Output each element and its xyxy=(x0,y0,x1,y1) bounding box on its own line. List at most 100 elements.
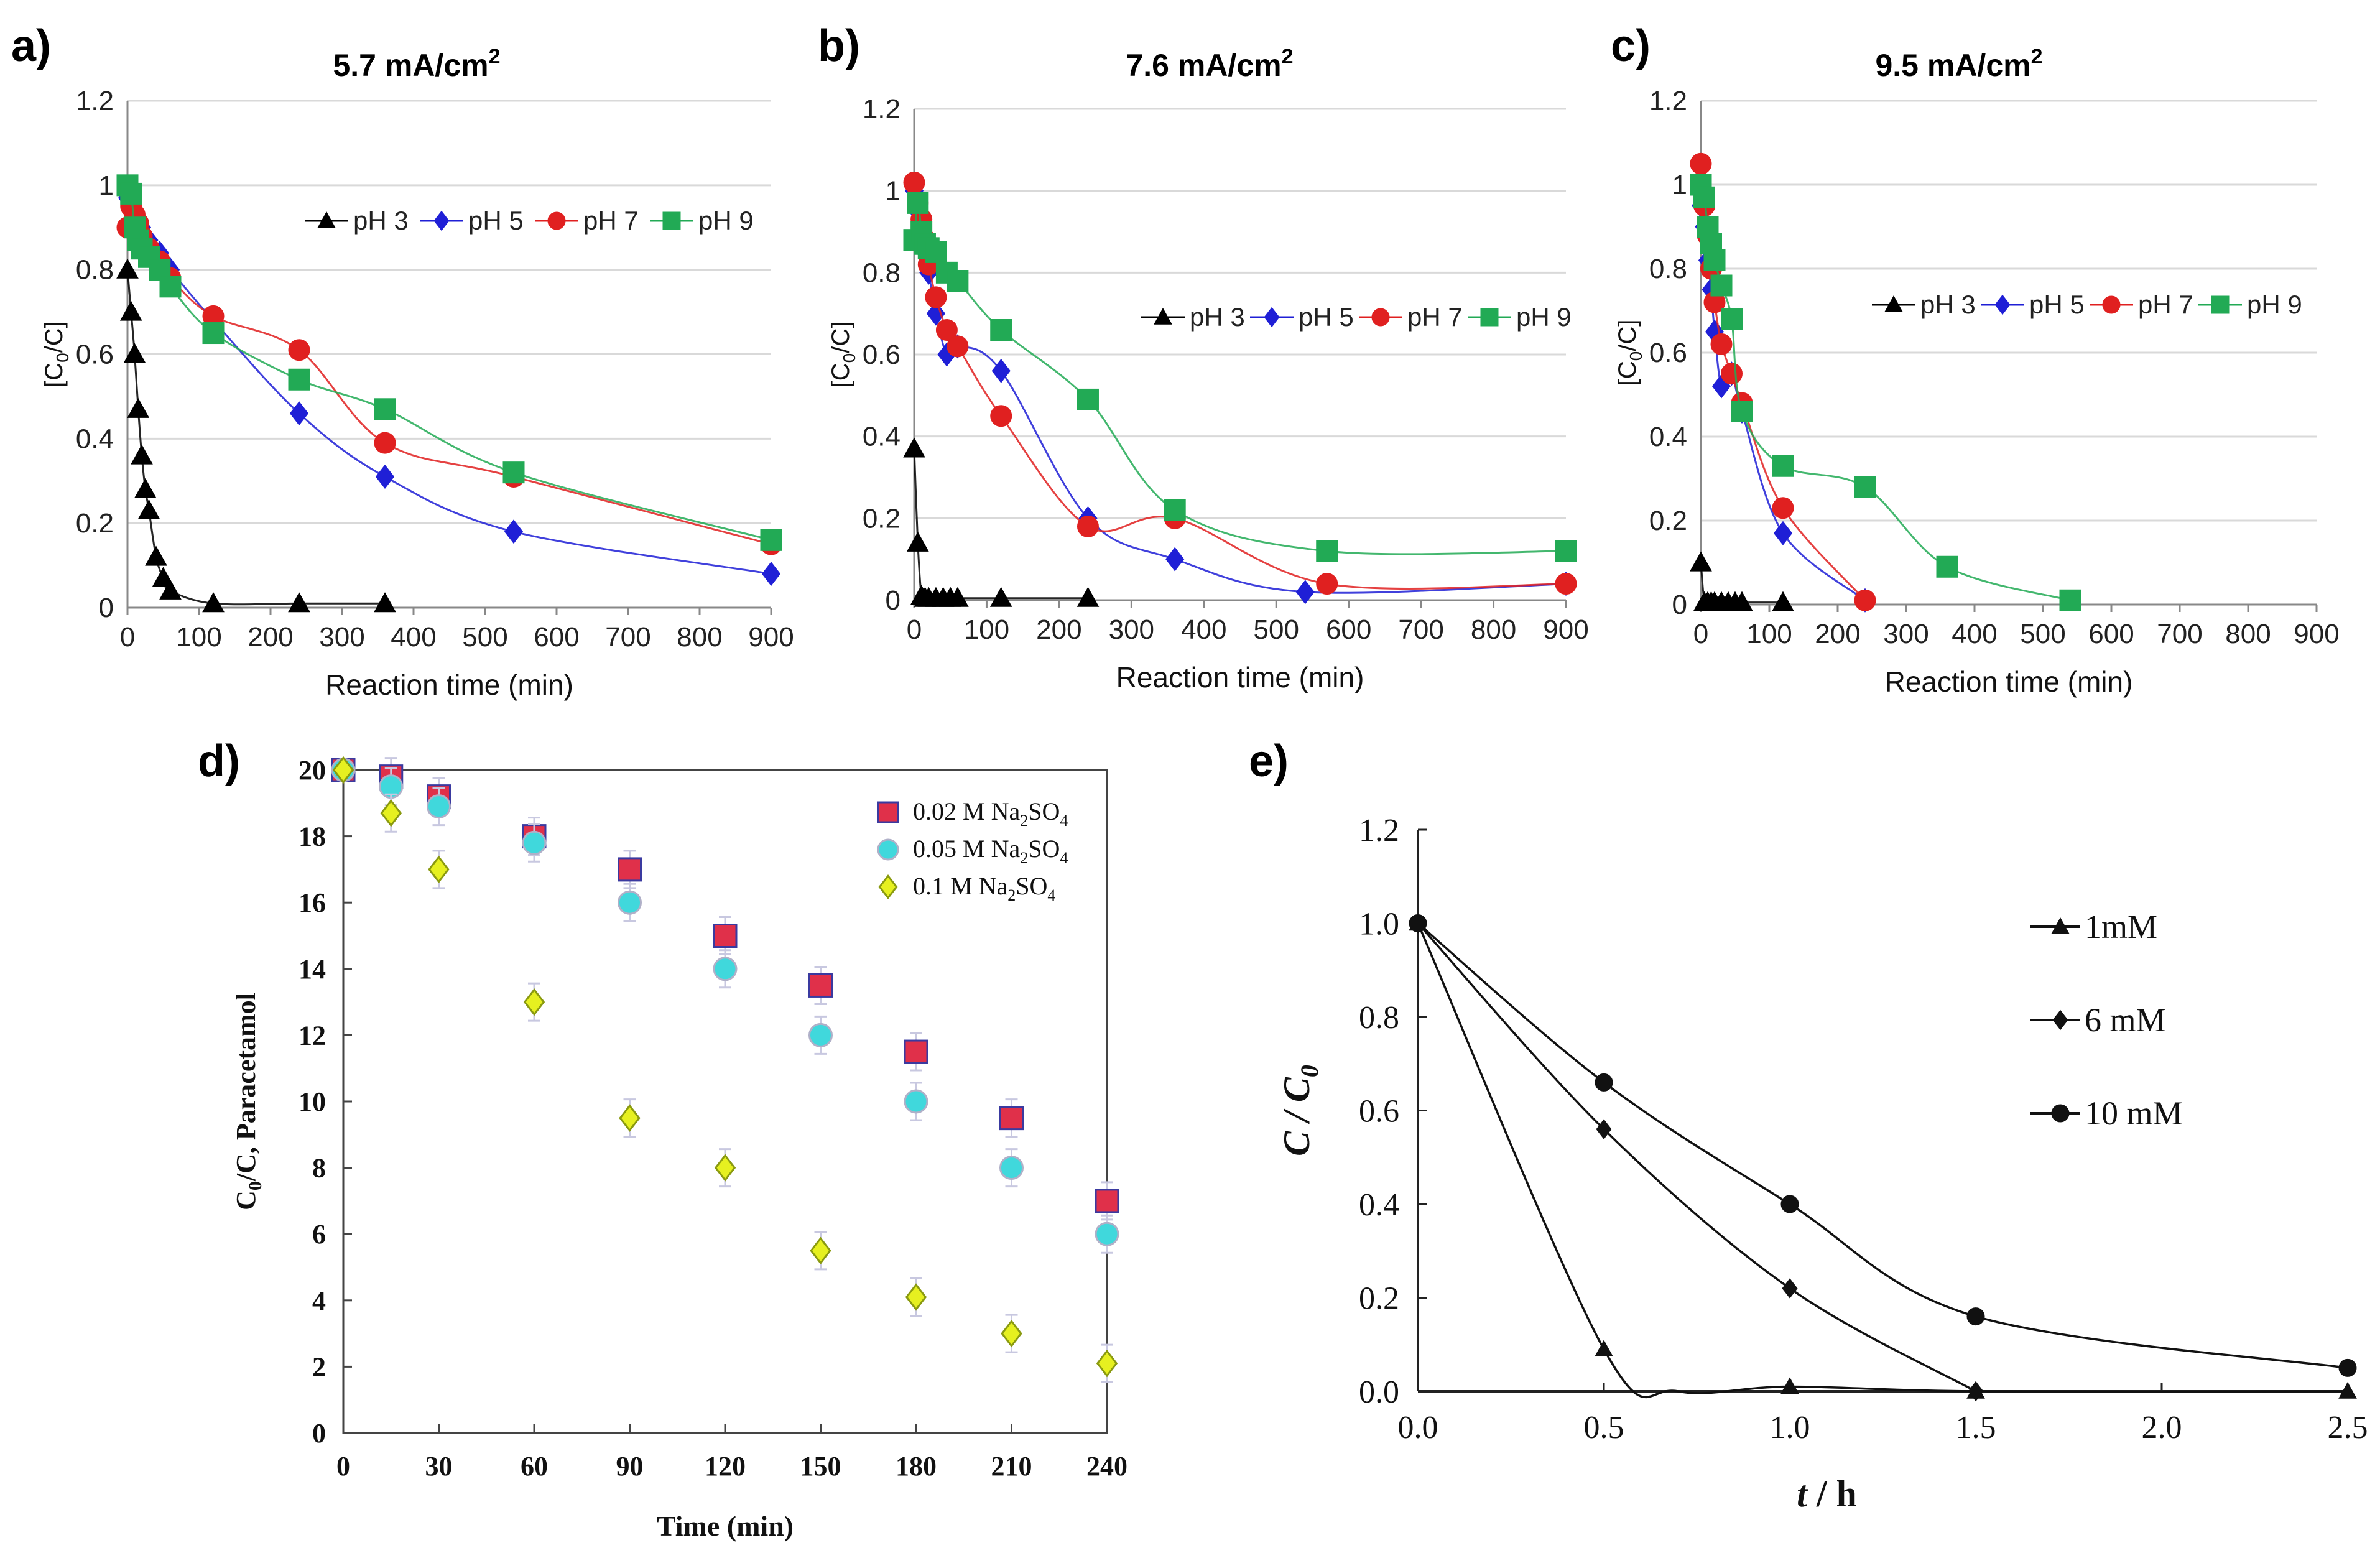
panel-label-d: d) xyxy=(198,736,240,786)
panel-label-e: e) xyxy=(1249,736,1289,786)
data-point xyxy=(947,270,969,292)
data-point xyxy=(947,335,969,358)
data-point xyxy=(1096,1349,1118,1378)
data-point xyxy=(1854,589,1876,611)
x-tick-label: 400 xyxy=(391,622,436,652)
data-point xyxy=(1693,186,1715,208)
y-tick-label: 0.2 xyxy=(863,503,901,534)
data-point xyxy=(760,529,782,551)
x-tick-label: 900 xyxy=(2294,619,2339,649)
x-tick-label: 120 xyxy=(705,1451,746,1481)
legend-marker xyxy=(2051,1104,2070,1123)
x-tick-label: 0.5 xyxy=(1584,1410,1624,1445)
x-tick-label: 60 xyxy=(521,1451,548,1481)
legend: 0.02 M Na2SO4 0.05 M Na2SO4 0.1 M Na2SO4 xyxy=(877,797,1068,904)
x-tick-label: 0.0 xyxy=(1398,1410,1438,1445)
x-axis-label: Reaction time (min) xyxy=(1885,665,2133,698)
data-point xyxy=(1095,1189,1119,1213)
x-tick-label: 800 xyxy=(1471,614,1516,645)
data-point xyxy=(1710,274,1733,297)
data-point xyxy=(1077,516,1099,537)
x-tick-label: 800 xyxy=(677,622,722,652)
data-point xyxy=(380,799,402,827)
y-axis-label: [C0/C] xyxy=(827,322,859,388)
y-tick-label: 0 xyxy=(886,585,901,616)
x-tick-label: 0 xyxy=(336,1451,350,1481)
y-tick-label: 0.6 xyxy=(76,340,114,370)
panel-label-c: c) xyxy=(1611,21,1651,71)
x-tick-label: 500 xyxy=(1254,614,1299,645)
y-tick-label: 10 xyxy=(299,1087,326,1117)
data-point xyxy=(134,478,157,498)
legend-label: 10 mM xyxy=(2085,1095,2183,1132)
x-tick-label: 500 xyxy=(462,622,507,652)
legend-marker xyxy=(1264,307,1280,328)
data-point xyxy=(202,322,225,345)
y-tick-label: 12 xyxy=(299,1020,326,1050)
legend-marker xyxy=(878,874,898,900)
x-tick-label: 200 xyxy=(248,622,293,652)
y-tick-label: 4 xyxy=(312,1286,326,1316)
y-tick-label: 14 xyxy=(299,954,326,985)
x-axis-label: Time (min) xyxy=(657,1510,794,1542)
y-tick-label: 1.0 xyxy=(1359,907,1399,942)
chart-title-main: 5.7 mA/cm xyxy=(333,48,488,83)
data-point xyxy=(1780,1195,1799,1213)
data-point xyxy=(159,276,182,298)
y-axis-label: [C0/C] xyxy=(1614,320,1646,386)
series-line xyxy=(126,269,385,606)
data-point xyxy=(1854,476,1876,498)
x-axis-label: Reaction time (min) xyxy=(325,669,573,701)
x-tick-label: 900 xyxy=(748,622,794,652)
data-point xyxy=(1721,363,1743,385)
data-point xyxy=(502,461,525,484)
data-point xyxy=(1966,1307,1985,1326)
chart-title: 9.5 mA/cm2 xyxy=(1875,45,2042,83)
data-point xyxy=(903,172,925,193)
data-point xyxy=(907,192,929,214)
series-ph-5 xyxy=(118,185,781,587)
data-point xyxy=(120,182,142,205)
legend-marker xyxy=(547,211,566,230)
y-tick-label: 1.2 xyxy=(76,86,114,116)
chart-title-sup: 2 xyxy=(2031,45,2043,68)
x-tick-label: 700 xyxy=(1398,614,1443,645)
x-tick-label: 300 xyxy=(319,622,364,652)
data-point xyxy=(1165,547,1185,572)
plot-frame xyxy=(342,769,1108,1434)
legend-label: pH 7 xyxy=(1407,302,1463,332)
x-tick-label: 600 xyxy=(1326,614,1371,645)
series-2 xyxy=(1409,914,2357,1377)
x-tick-label: 200 xyxy=(1815,619,1860,649)
data-point xyxy=(119,300,142,321)
legend-marker xyxy=(433,210,450,231)
legend-label: pH 9 xyxy=(698,206,754,235)
y-axis-label: C / C0 xyxy=(1276,1065,1323,1156)
legend-marker xyxy=(2211,295,2230,314)
series-ph-9 xyxy=(116,174,782,551)
y-tick-label: 1 xyxy=(886,176,901,206)
chart-title-main: 7.6 mA/cm xyxy=(1126,48,1281,83)
y-tick-label: 1.2 xyxy=(1649,86,1687,116)
data-point xyxy=(990,405,1012,427)
data-point xyxy=(1595,1073,1613,1092)
data-point xyxy=(1968,1381,1984,1402)
data-point xyxy=(925,241,947,263)
legend-label: pH 9 xyxy=(1516,302,1572,332)
series-ph-9 xyxy=(903,192,1577,562)
y-tick-label: 16 xyxy=(299,888,326,918)
series-0 xyxy=(1409,914,2357,1399)
y-tick-label: 0.4 xyxy=(1649,422,1687,452)
data-point xyxy=(1782,1278,1798,1299)
x-tick-label: 600 xyxy=(2088,619,2134,649)
x-axis-label: Reaction time (min) xyxy=(1116,661,1364,693)
legend-marker xyxy=(662,211,681,230)
data-point xyxy=(1710,333,1733,355)
legend-marker xyxy=(2051,917,2070,934)
data-point xyxy=(1555,573,1577,595)
legend-label: 1mM xyxy=(2085,908,2157,945)
y-tick-label: 1 xyxy=(99,170,114,201)
legend-marker xyxy=(2052,1009,2068,1031)
y-tick-label: 8 xyxy=(312,1153,326,1184)
